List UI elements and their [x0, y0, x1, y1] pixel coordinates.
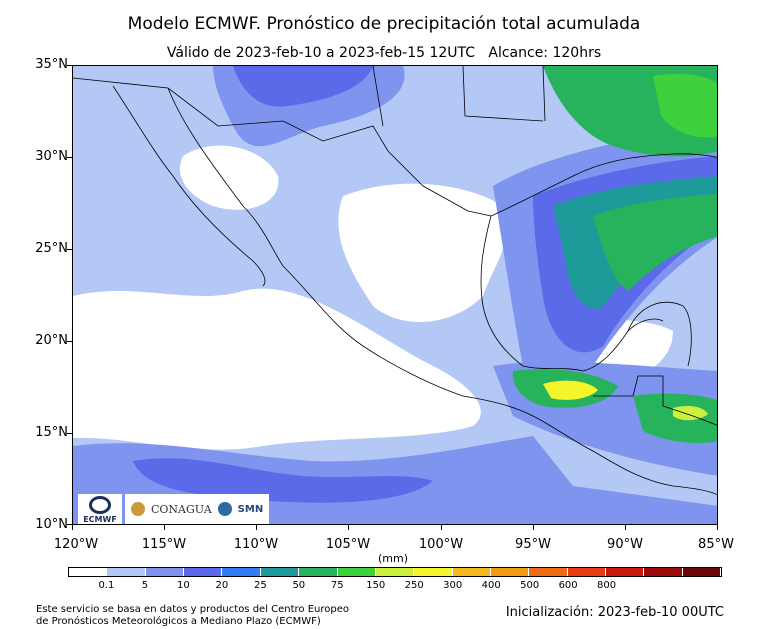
colorbar [68, 567, 722, 577]
lon-label-95: 95°W [515, 537, 551, 552]
border-guatemala [593, 375, 664, 406]
coast-us-gulf [490, 153, 717, 217]
lat-tick [67, 341, 72, 342]
precip-250mm-honduras-core [673, 406, 708, 421]
precip-75mm-gulf [593, 194, 717, 291]
lon-label-110: 110°W [233, 537, 279, 552]
colorbar-unit: (mm) [378, 552, 409, 565]
lat-tick [67, 65, 72, 66]
colorbar-swatch [145, 568, 185, 576]
lat-tick [67, 249, 72, 250]
coast-gulf-mexico [480, 215, 664, 372]
coast-yucatan [627, 301, 692, 367]
colorbar-swatch [644, 568, 683, 576]
precip-250mm-chiapas-core [543, 380, 598, 400]
smn-emblem-icon [217, 502, 232, 516]
colorbar-swatch [260, 568, 300, 576]
colorbar-label: 50 [292, 580, 306, 591]
border-central-america [662, 405, 717, 426]
precip-20mm-north [233, 66, 373, 107]
logo-strip: ECMWF CONAGUA SMN [78, 494, 270, 524]
lon-tick [256, 525, 257, 530]
lat-label-35: 35°N [35, 57, 68, 72]
colorbar-swatch [375, 568, 415, 576]
dry-area-pacific [73, 288, 481, 450]
colorbar-label: 800 [597, 580, 617, 591]
precipitation-map: ECMWF CONAGUA SMN [72, 65, 718, 525]
colorbar-swatch [337, 568, 376, 576]
lon-tick [348, 525, 349, 530]
lon-tick [533, 525, 534, 530]
border-us-mexico [73, 77, 492, 217]
colorbar-swatch [299, 568, 338, 576]
colorbar-label: 300 [443, 580, 463, 591]
coast-baja-gulf [167, 87, 284, 267]
initialization-time: Inicialización: 2023-feb-10 00UTC [505, 605, 724, 620]
lon-tick [441, 525, 442, 530]
ecmwf-logo: ECMWF [78, 494, 122, 524]
colorbar-swatch [184, 568, 223, 576]
dry-area-mexico-north [338, 183, 508, 323]
lon-tick [717, 525, 718, 530]
lon-tick [72, 525, 73, 530]
dry-area-northwest [179, 145, 279, 210]
colorbar-swatch [414, 568, 453, 576]
colorbar-label: 5 [141, 580, 149, 591]
colorbar-swatch [69, 568, 108, 576]
lon-label-115: 115°W [141, 537, 187, 552]
colorbar-label: 75 [330, 580, 344, 591]
colorbar-swatch [682, 568, 722, 576]
precip-75mm-honduras [633, 393, 717, 443]
colorbar-swatch [107, 568, 146, 576]
lat-label-15: 15°N [35, 425, 68, 440]
lon-tick [625, 525, 626, 530]
colorbar-label: 250 [404, 580, 424, 591]
map-subtitle: Válido de 2023-feb-10 a 2023-feb-15 12UT… [166, 45, 602, 61]
colorbar-swatch [529, 568, 568, 576]
colorbar-swatch [606, 568, 645, 576]
source-footnote: Este servicio se basa en datos y product… [36, 604, 350, 627]
colorbar-label: 400 [481, 580, 501, 591]
country-borders [73, 66, 717, 496]
colorbar-label: 20 [215, 580, 229, 591]
lat-tick [67, 524, 72, 525]
colorbar-swatch [567, 568, 607, 576]
ecmwf-mark-icon [89, 496, 111, 514]
coast-mexico-pacific [282, 265, 717, 496]
lat-label-10: 10°N [35, 517, 68, 532]
lon-label-120: 120°W [53, 537, 99, 552]
colorbar-label: 600 [558, 580, 578, 591]
lon-label-85: 85°W [698, 537, 734, 552]
lat-tick [67, 157, 72, 158]
lat-label-30: 30°N [35, 149, 68, 164]
precip-150mm-louisiana [653, 74, 717, 138]
colorbar-label: 500 [520, 580, 540, 591]
lat-label-25: 25°N [35, 241, 68, 256]
lon-label-90: 90°W [607, 537, 643, 552]
precip-20mm-south [133, 458, 433, 503]
conagua-emblem-icon [131, 502, 145, 516]
coast-baja-west [112, 85, 266, 287]
colorbar-label: 25 [253, 580, 267, 591]
lon-tick [164, 525, 165, 530]
lat-tick [67, 433, 72, 434]
colorbar-swatch [490, 568, 530, 576]
colorbar-swatch [452, 568, 491, 576]
colorbar-swatch [222, 568, 261, 576]
map-svg [73, 66, 717, 524]
lon-label-100: 100°W [418, 537, 464, 552]
colorbar-label: 150 [366, 580, 386, 591]
map-title: Modelo ECMWF. Pronóstico de precipitació… [127, 14, 641, 34]
colorbar-label: 0.1 [98, 580, 115, 591]
lat-label-20: 20°N [35, 333, 68, 348]
conagua-smn-logo: CONAGUA SMN [125, 494, 270, 524]
states-texas [372, 66, 546, 127]
colorbar-label: 10 [177, 580, 190, 591]
lon-label-105: 105°W [325, 537, 371, 552]
